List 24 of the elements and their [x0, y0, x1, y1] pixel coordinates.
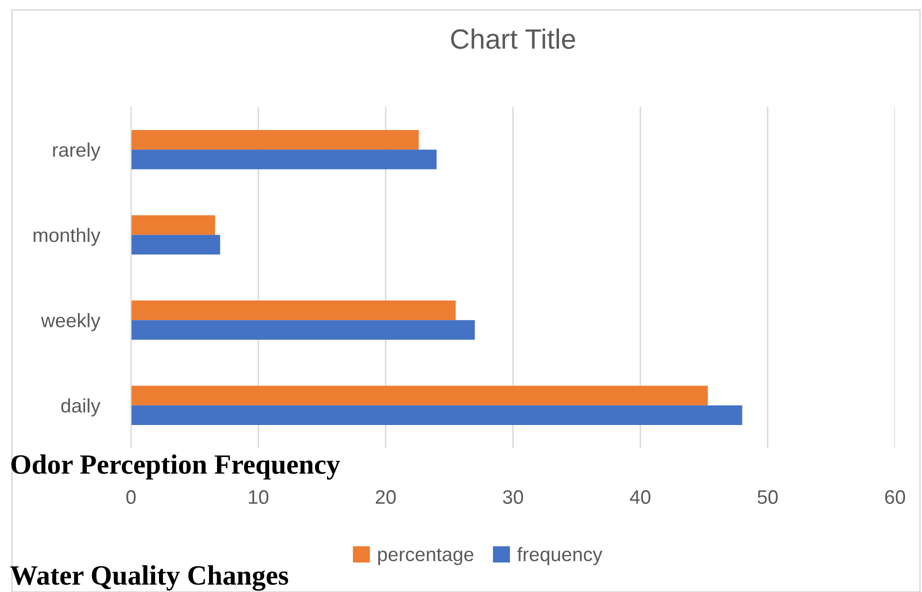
x-tick-label: 20 — [376, 490, 396, 504]
text: Water Quality Changes — [10, 565, 288, 591]
bar — [131, 215, 216, 235]
legend-label: frequency — [517, 547, 602, 566]
bar — [131, 300, 456, 320]
x-tick-label: 10 — [249, 490, 268, 504]
y-tick-label: daily — [61, 398, 100, 416]
x-tick-label: 0 — [126, 490, 136, 504]
bar — [131, 386, 708, 406]
x-tick-label: 60 — [885, 490, 906, 504]
y-tick-label: weekly — [40, 313, 100, 332]
y-tick-label: rarely — [53, 142, 100, 161]
legend-label: percentage — [378, 548, 474, 566]
chart-title: Chart Title — [451, 28, 576, 49]
bar — [131, 130, 419, 150]
bar — [131, 405, 742, 425]
bar — [131, 320, 475, 340]
y-tick-label: monthly — [34, 228, 100, 246]
bar — [131, 234, 220, 254]
x-tick-label: 40 — [630, 490, 650, 504]
text: Odor Perception Frequency — [11, 454, 340, 480]
x-tick-label: 30 — [502, 490, 524, 504]
x-tick-label: 50 — [758, 490, 778, 504]
bar — [131, 150, 437, 170]
